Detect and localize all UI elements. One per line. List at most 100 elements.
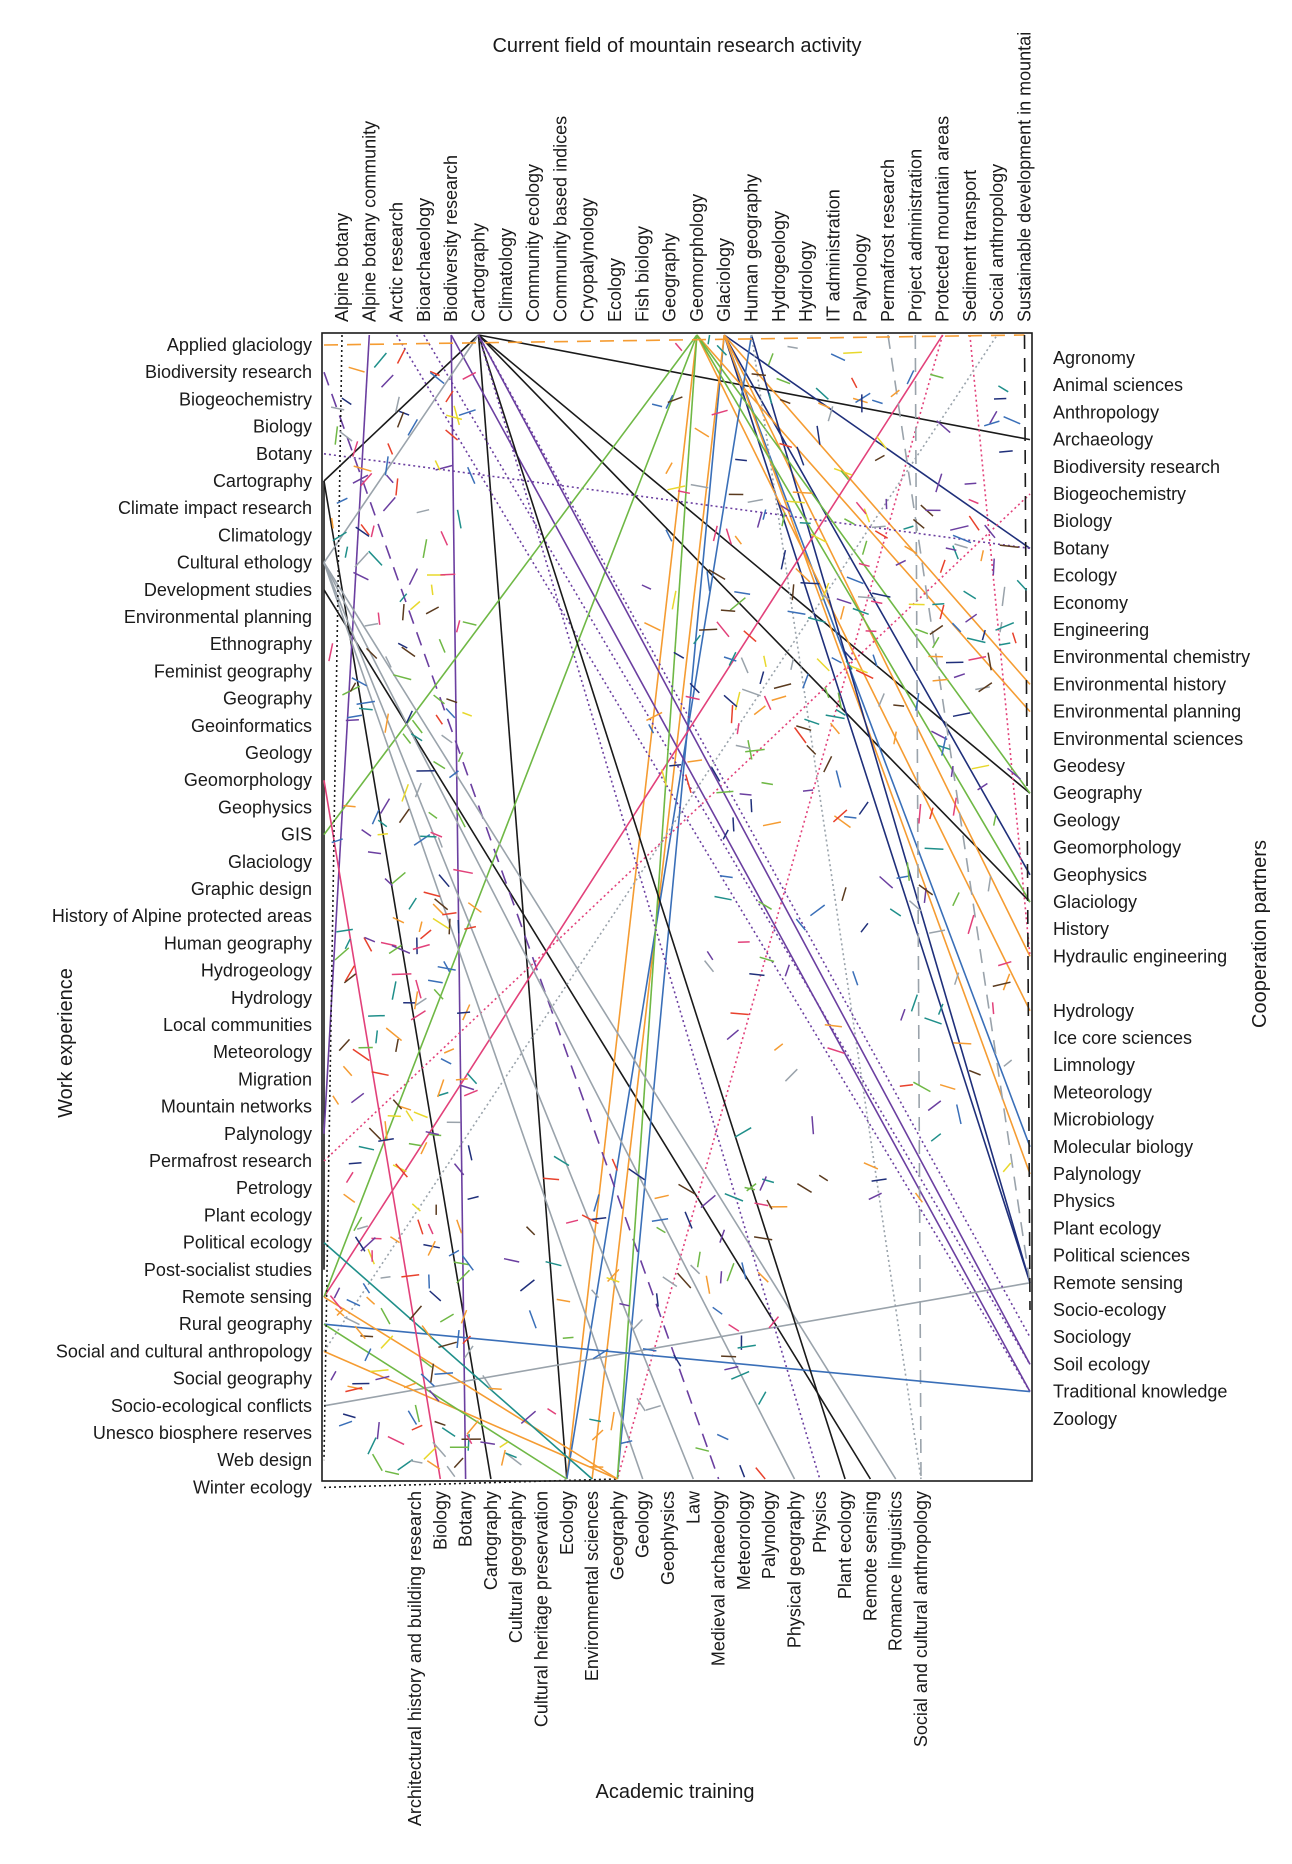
link-dash-125 (812, 1116, 813, 1134)
link-dash-517 (803, 674, 809, 689)
link-dash-457 (388, 443, 393, 454)
link-dash-212 (563, 1337, 574, 1338)
link-dash-377 (646, 1406, 661, 1410)
link-dash-448 (984, 421, 999, 426)
link-dash-163 (993, 982, 1011, 986)
link-dash-572 (1003, 1163, 1011, 1172)
left-label-palynology: Palynology (224, 1124, 312, 1144)
link-dash-78 (413, 720, 423, 733)
link-60 (324, 335, 342, 1460)
link-dash-275 (385, 456, 388, 475)
link-dash-474 (740, 1465, 745, 1477)
link-dash-262 (721, 1271, 722, 1283)
right-label-anthropology: Anthropology (1053, 402, 1159, 422)
link-dash-438 (457, 1220, 462, 1234)
link-dash-561 (557, 1299, 570, 1301)
link-42 (324, 335, 479, 563)
right-label-economy: Economy (1053, 593, 1128, 613)
link-dash-154 (1013, 633, 1016, 644)
link-dash-469 (424, 892, 440, 896)
link-dash-214 (385, 1471, 399, 1474)
link-dash-60 (696, 1448, 709, 1451)
top-label-permafrost-research: Permafrost research (878, 159, 898, 322)
link-dash-141 (716, 791, 733, 792)
link-dash-215 (368, 852, 381, 854)
link-dash-208 (441, 531, 447, 545)
left-label-political-ecology: Political ecology (183, 1233, 312, 1253)
link-dash-380 (371, 526, 374, 538)
link-dash-308 (817, 659, 829, 671)
link-dash-619 (434, 762, 446, 769)
link-dash-574 (347, 1172, 354, 1182)
left-label-rural-geography: Rural geography (179, 1314, 312, 1334)
bottom-label-cultural-heritage-preservation: Cultural heritage preservation (532, 1491, 552, 1727)
left-label-hydrogeology: Hydrogeology (201, 961, 312, 981)
top-label-project-administration: Project administration (905, 149, 925, 322)
link-56 (324, 1297, 617, 1479)
link-dash-244 (459, 410, 476, 416)
link-dash-315 (421, 930, 432, 939)
link-dash-112 (612, 1159, 617, 1171)
link-dash-109 (454, 1262, 469, 1265)
top-label-it-administration: IT administration (823, 189, 843, 322)
link-dash-452 (446, 709, 455, 718)
link-dash-471 (392, 981, 396, 999)
bottom-label-physical-geography: Physical geography (785, 1491, 805, 1648)
link-dash-482 (657, 1227, 666, 1232)
link-dash-516 (413, 945, 430, 950)
top-label-climatology: Climatology (496, 228, 516, 322)
left-axis-title: Work experience (55, 968, 77, 1118)
right-label-environmental-chemistry: Environmental chemistry (1053, 647, 1250, 667)
link-dash-116 (329, 643, 333, 661)
link-dash-304 (1004, 1060, 1012, 1066)
link-dash-8 (388, 1116, 401, 1117)
top-label-hydrology: Hydrology (796, 241, 816, 322)
right-label-sociology: Sociology (1053, 1327, 1131, 1347)
right-label-ecology: Ecology (1053, 566, 1117, 586)
link-dash-413 (759, 1392, 766, 1405)
link-dash-515 (438, 1342, 456, 1347)
link-dash-199 (1002, 587, 1004, 606)
link-dash-258 (993, 1002, 994, 1014)
link-dash-105 (417, 510, 429, 513)
link-dash-221 (460, 1085, 474, 1090)
right-label-remote-sensing: Remote sensing (1053, 1273, 1183, 1293)
link-dash-227 (441, 1059, 451, 1064)
link-dash-426 (745, 749, 765, 751)
link-dash-183 (856, 502, 866, 514)
link-dash-233 (359, 1147, 374, 1150)
link-dash-349 (548, 1409, 556, 1415)
link-44 (752, 335, 922, 1479)
link-dash-342 (369, 1128, 381, 1140)
link-dash-192 (734, 592, 750, 595)
link-dash-226 (456, 1079, 468, 1080)
link-dash-350 (972, 765, 989, 769)
link-dash-410 (388, 1437, 404, 1445)
link-dash-306 (933, 679, 949, 681)
link-dash-21 (669, 765, 681, 766)
top-label-community-ecology: Community ecology (523, 164, 543, 322)
link-dash-606 (964, 591, 976, 599)
link-dash-224 (900, 1085, 913, 1086)
link-dash-295 (768, 353, 773, 365)
right-label-palynology: Palynology (1053, 1164, 1141, 1184)
link-dash-458 (467, 1421, 478, 1435)
link-dash-443 (968, 915, 974, 934)
link-dash-521 (952, 623, 960, 632)
link-dash-117 (717, 1434, 728, 1439)
link-dash-612 (698, 1252, 701, 1268)
link-dash-532 (999, 451, 1013, 452)
link-dash-41 (872, 526, 886, 527)
link-dash-97 (449, 919, 450, 935)
link-20 (752, 335, 1031, 1283)
left-label-socio-ecological-conflicts: Socio-ecological conflicts (111, 1396, 312, 1416)
right-label-zoology: Zoology (1053, 1409, 1117, 1429)
bottom-label-plant-ecology: Plant ecology (835, 1491, 855, 1599)
bottom-label-remote-sensing: Remote sensing (860, 1491, 880, 1621)
link-dash-67 (872, 400, 882, 403)
link-dash-184 (796, 919, 805, 930)
link-52 (479, 335, 1031, 1337)
top-label-sediment-transport: Sediment transport (960, 170, 980, 322)
left-label-plant-ecology: Plant ecology (204, 1205, 312, 1225)
link-dash-447 (426, 607, 439, 614)
